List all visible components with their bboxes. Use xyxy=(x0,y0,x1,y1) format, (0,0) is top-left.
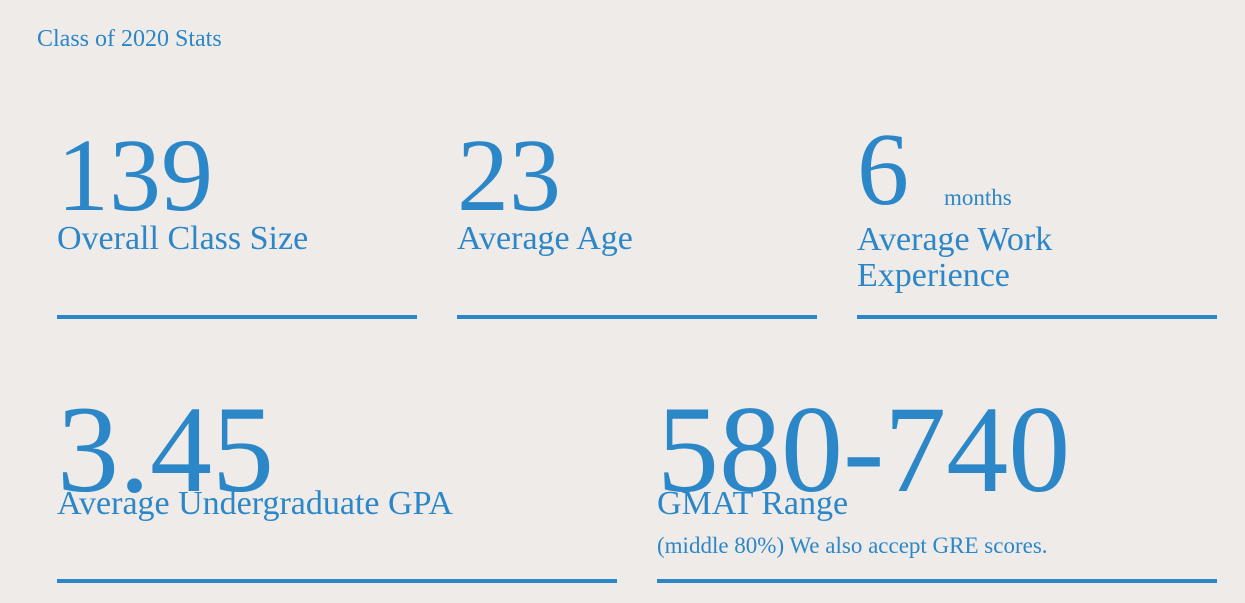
stat-value: 139 xyxy=(57,118,213,233)
stat-note: (middle 80%) We also accept GRE scores. xyxy=(657,533,1048,558)
divider xyxy=(857,315,1217,319)
divider xyxy=(57,315,417,319)
stat-value: 3.45 xyxy=(57,381,274,518)
stat-label: Average Work Experience xyxy=(857,221,1053,294)
stat-value: 580-740 xyxy=(657,381,1071,518)
divider xyxy=(657,579,1217,583)
stat-label: Overall Class Size xyxy=(57,220,309,257)
stat-value: 6 xyxy=(857,112,909,227)
stat-label: Average Age xyxy=(457,220,633,257)
stat-label: GMAT Range xyxy=(657,485,849,522)
stat-unit: months xyxy=(944,185,1012,210)
stat-label: Average Undergraduate GPA xyxy=(57,485,453,522)
divider xyxy=(457,315,817,319)
divider xyxy=(57,579,617,583)
section-title: Class of 2020 Stats xyxy=(37,26,222,52)
stat-value: 23 xyxy=(457,118,561,233)
